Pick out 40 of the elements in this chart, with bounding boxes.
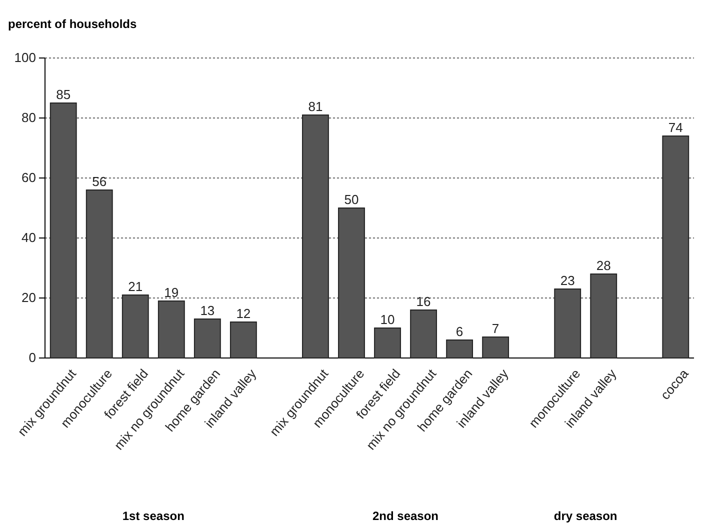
data-label: 13 [200, 303, 215, 318]
data-label: 85 [56, 87, 71, 102]
data-label: 7 [492, 321, 500, 336]
text: 1st season [122, 509, 184, 523]
bar [86, 190, 113, 358]
bar [50, 102, 77, 358]
data-label: 56 [92, 174, 107, 189]
y-tick-label: 20 [22, 290, 36, 306]
data-label: 21 [128, 279, 143, 294]
bar [374, 328, 401, 358]
bar [338, 208, 365, 358]
text: dry season [554, 509, 618, 523]
data-label: 16 [416, 294, 431, 309]
bar [446, 340, 474, 358]
bar [590, 274, 618, 358]
bar [194, 318, 221, 358]
data-label: 23 [560, 273, 575, 288]
bar [410, 310, 437, 358]
data-label: 50 [344, 192, 359, 207]
y-tick-label: 80 [22, 110, 36, 126]
bar [302, 114, 329, 358]
data-label: 6 [456, 324, 464, 339]
data-label: 12 [236, 306, 251, 321]
bar [662, 136, 690, 358]
y-tick-label: 100 [14, 50, 36, 66]
bar [230, 322, 257, 358]
y-tick-label: 0 [28, 350, 36, 366]
data-label: 81 [308, 99, 323, 114]
y-tick-label: 60 [22, 170, 36, 186]
bar [482, 336, 510, 358]
y-axis-title: percent of households [8, 17, 138, 31]
bar [122, 294, 149, 358]
bar [554, 288, 582, 358]
data-label: 74 [668, 120, 683, 135]
data-label: 10 [380, 312, 395, 327]
data-label: 28 [596, 258, 611, 273]
text: 2nd season [372, 509, 439, 523]
bar [158, 300, 185, 358]
data-label: 19 [164, 285, 179, 300]
y-tick-label: 40 [22, 230, 36, 246]
